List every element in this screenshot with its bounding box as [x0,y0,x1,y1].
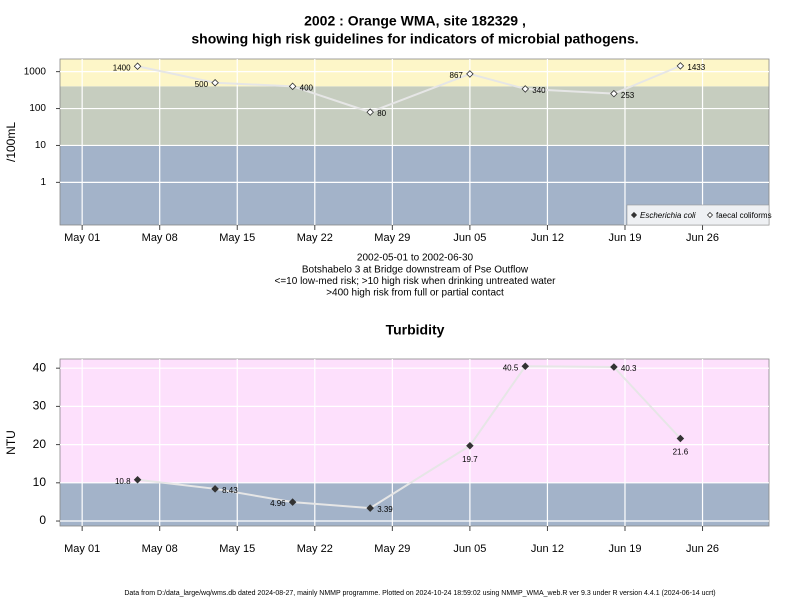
data-label: 21.6 [673,448,689,457]
data-label: 340 [532,86,546,95]
note: Botshabelo 3 at Bridge downstream of Pse… [302,264,529,275]
legend-label: Escherichia coli [640,211,696,220]
data-point [521,362,530,371]
data-label: 1433 [687,63,705,72]
data-label: 8.43 [222,486,238,495]
data-point [676,62,685,70]
data-point [676,434,685,443]
y-axis-label: NTU [4,430,18,455]
plot-frame [59,358,770,527]
data-point [288,498,297,506]
data-point [133,475,142,484]
y-tick-label: 10 [35,140,47,151]
data-point [610,89,618,98]
chart-title: Turbidity [386,322,445,338]
risk-band [60,482,769,526]
data-label: 40.5 [503,363,519,372]
legend-box [626,204,770,226]
x-tick-label: May 22 [297,543,333,555]
data-label: 80 [377,109,386,118]
data-label: 4.96 [270,499,286,508]
legend-marker [706,211,714,219]
data-point [288,82,297,91]
x-tick-label: Jun 05 [453,543,486,555]
data-point [466,441,474,450]
y-tick-label: 0 [39,513,46,527]
x-tick-label: May 08 [142,232,178,244]
x-tick-label: Jun 19 [608,232,641,244]
x-tick-label: May 01 [64,232,100,244]
y-tick-label: 10 [33,475,47,489]
x-tick-label: May 15 [219,543,255,555]
x-tick-label: May 22 [297,232,333,244]
x-tick-label: May 29 [374,543,410,555]
data-label: 253 [621,91,635,100]
y-tick-label: 1 [40,177,46,188]
x-tick-label: May 01 [64,543,100,555]
note: 2002-05-01 to 2002-06-30 [357,253,474,264]
data-label: 3.39 [377,505,393,514]
risk-band [60,59,769,87]
y-tick-label: 100 [29,103,46,114]
data-label: 19.7 [462,455,478,464]
x-tick-label: Jun 19 [608,543,641,555]
data-point [466,70,474,78]
data-point [366,504,374,512]
chart-title: 2002 : Orange WMA, site 182329 , [304,13,526,29]
data-point [610,363,618,371]
risk-band [60,359,769,483]
data-label: 400 [300,83,314,92]
data-point [133,62,142,71]
plot-frame [59,58,770,226]
data-label: 40.3 [621,364,637,373]
series-line [137,64,681,114]
x-tick-label: May 15 [219,232,255,244]
y-tick-label: 30 [33,399,47,413]
data-point [366,108,374,116]
chart-title: showing high risk guidelines for indicat… [191,31,638,47]
x-tick-label: Jun 26 [686,543,719,555]
x-tick-label: May 08 [142,543,178,555]
y-axis-label: /100mL [4,122,18,162]
legend-marker [630,211,638,219]
x-tick-label: Jun 12 [531,543,564,555]
y-tick-label: 20 [33,437,47,451]
footer: Data from D:/data_large/wq/wms.db dated … [124,590,715,597]
data-label: 867 [450,71,464,80]
x-tick-label: Jun 05 [453,232,486,244]
data-label: 1400 [113,63,131,72]
x-tick-label: Jun 12 [531,232,564,244]
data-label: 500 [195,80,209,89]
y-tick-label: 40 [33,360,47,374]
data-point [211,78,219,87]
note: >400 high risk from full or partial cont… [326,288,504,299]
data-point [211,485,219,493]
y-tick-label: 1000 [24,66,47,77]
x-tick-label: May 29 [374,232,410,244]
data-label: 10.8 [115,477,131,486]
x-tick-label: Jun 26 [686,232,719,244]
legend-label: faecal coliforms [716,211,772,220]
data-point [521,85,530,93]
note: <=10 low-med risk; >10 high risk when dr… [275,276,557,287]
series-line [137,365,682,510]
